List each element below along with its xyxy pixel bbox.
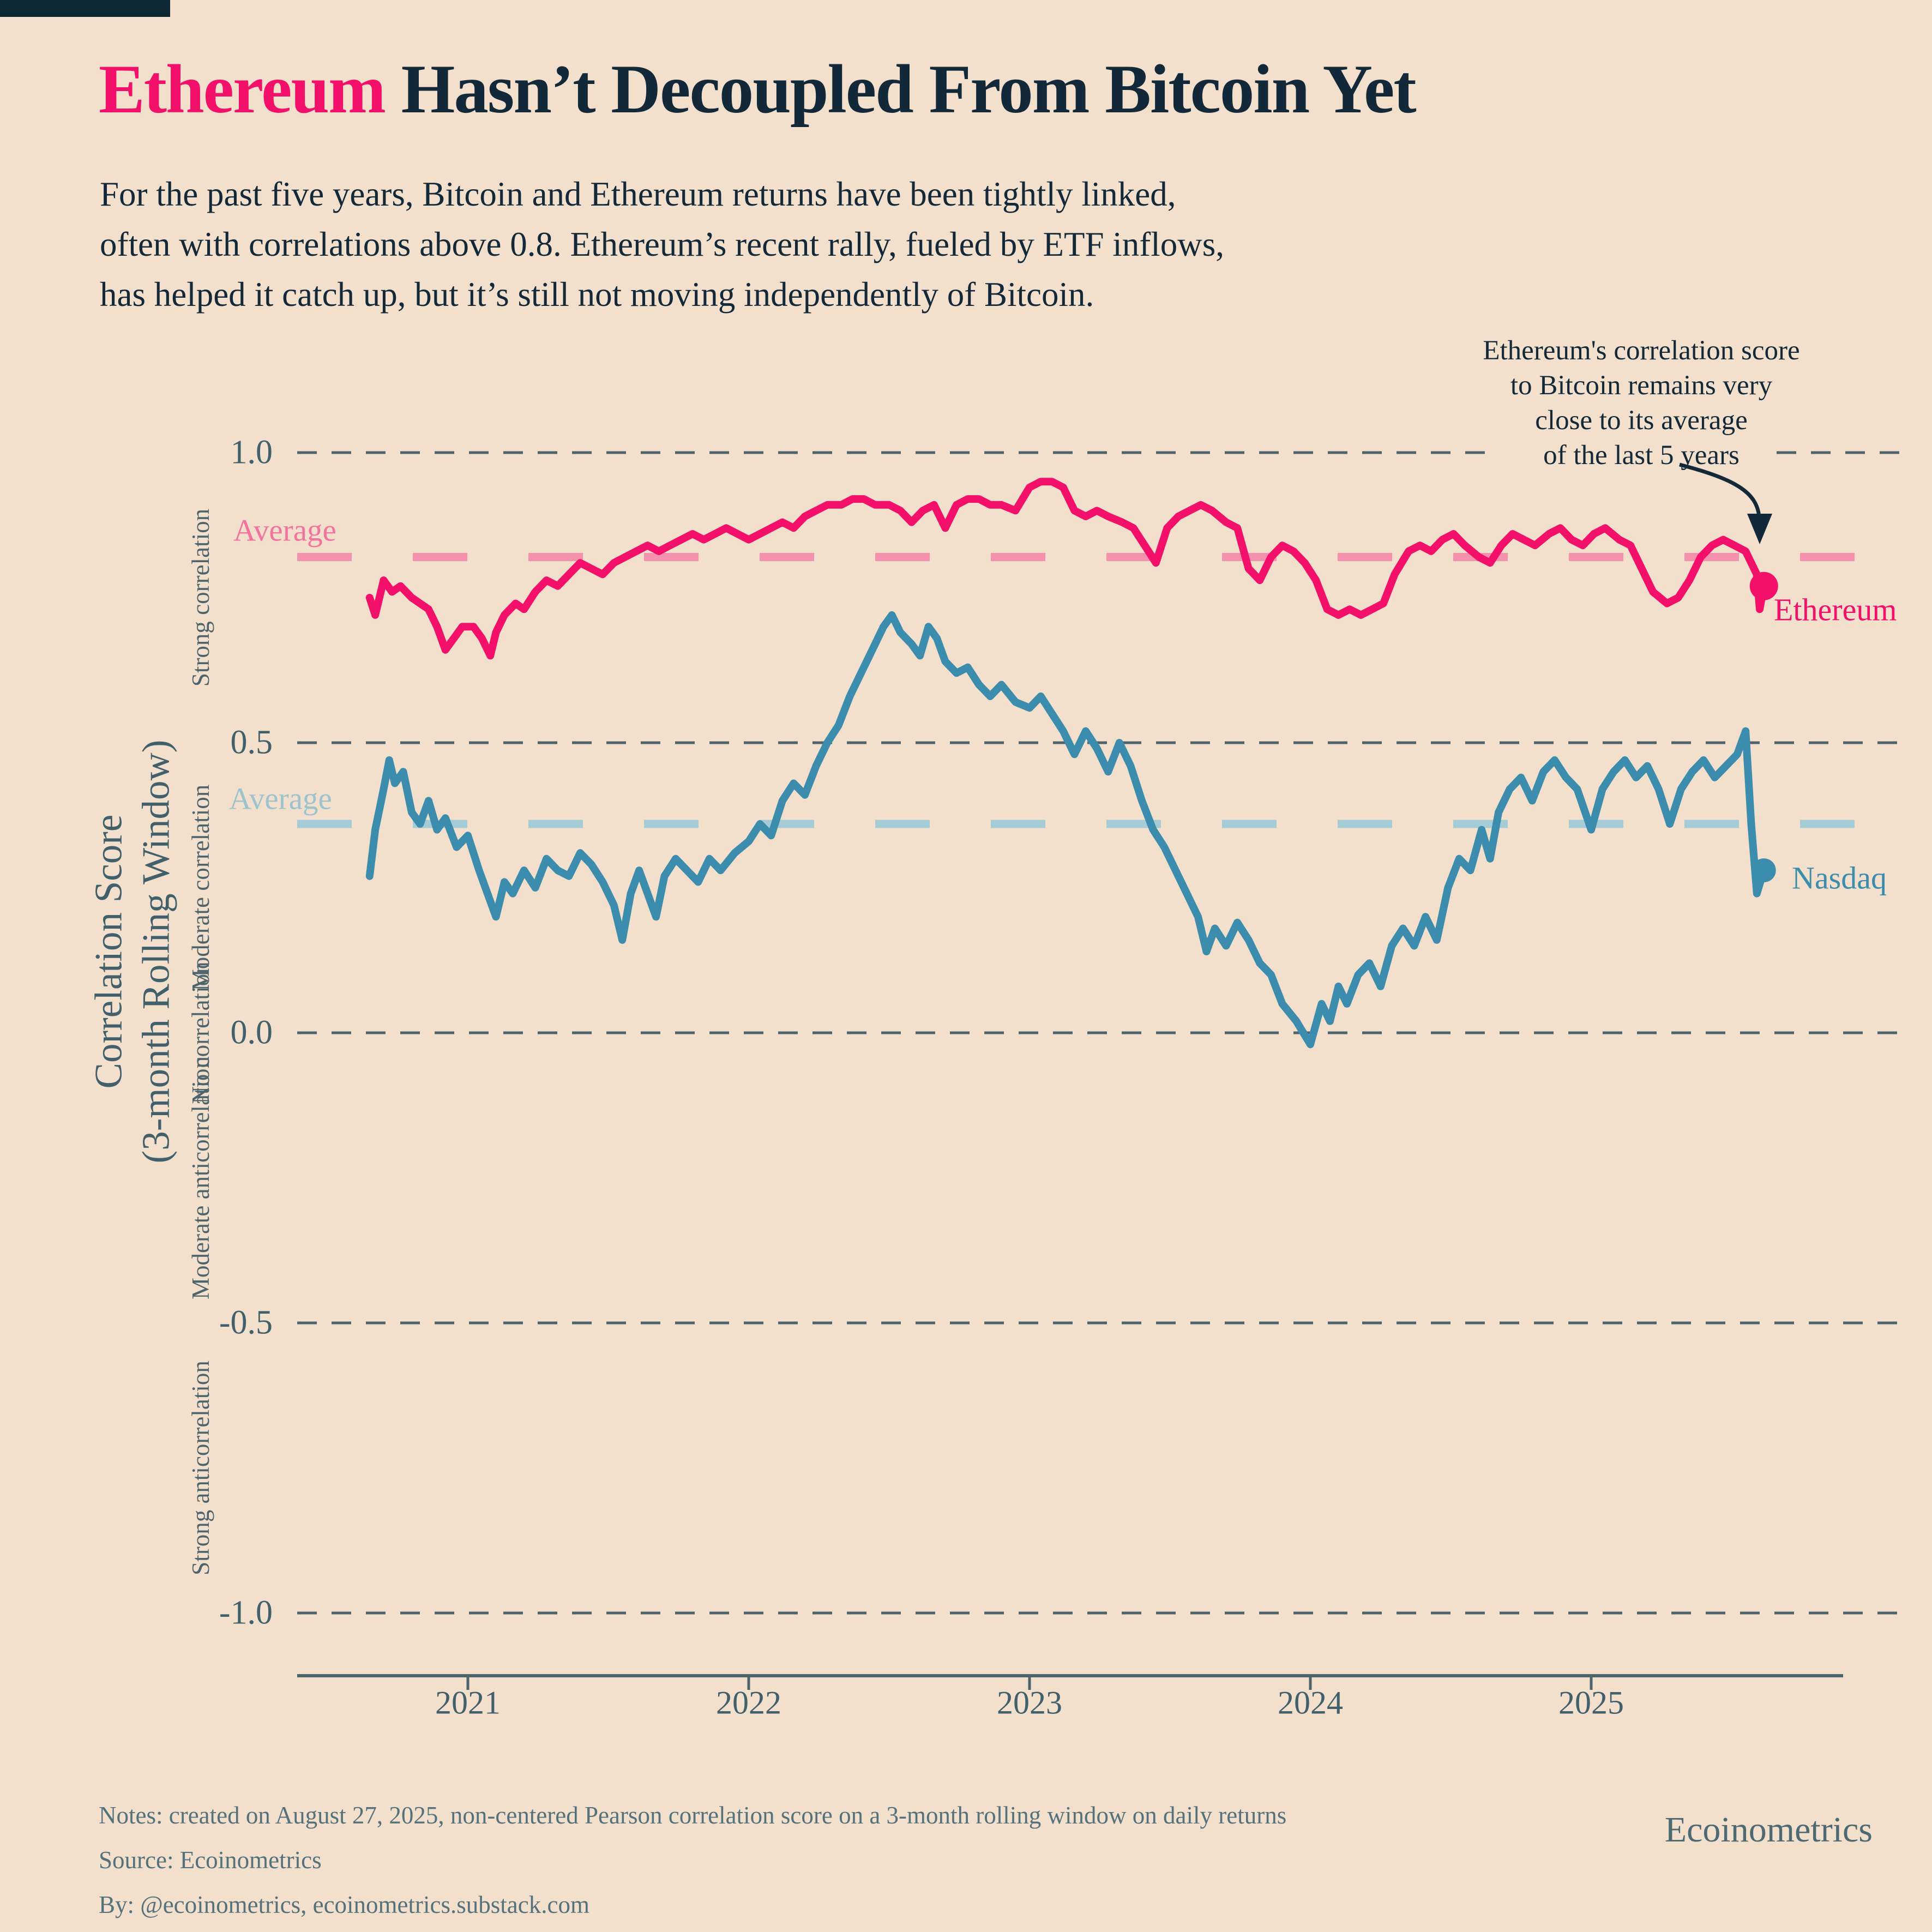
notes-line-2: Source: Ecoinometrics <box>99 1846 322 1874</box>
page-title: Ethereum Hasn’t Decoupled From Bitcoin Y… <box>99 50 1417 129</box>
notes: Notes: created on August 27, 2025, non-c… <box>99 1793 1286 1927</box>
y-axis-title-line-2: (3-month Rolling Window) <box>135 739 178 1164</box>
annotation-line-4: of the last 5 years <box>1543 440 1740 471</box>
annotation-line-3: close to its average <box>1535 405 1748 436</box>
ethereum-series-label: Ethereum <box>1774 592 1897 628</box>
notes-line-3: By: @ecoinometrics, ecoinometrics.substa… <box>99 1891 589 1918</box>
nasdaq-average-label: Average <box>229 781 332 816</box>
y-axis-title-line-1: Correlation Score <box>87 814 130 1089</box>
band-label-moderate-anticorrelation: Moderate anticorrelation <box>187 1056 214 1300</box>
band-label-strong-anticorrelation: Strong anticorrelation <box>187 1361 214 1575</box>
nasdaq-series-label: Nasdaq <box>1792 860 1887 896</box>
page-title-rest: Hasn’t Decoupled From Bitcoin Yet <box>384 51 1417 128</box>
nasdaq-line <box>365 611 1768 1049</box>
annotation-line-2: to Bitcoin remains very <box>1510 370 1773 401</box>
annotation-arrowhead <box>1747 514 1772 544</box>
annotation-arrow <box>1679 462 1761 517</box>
y-tick-0.5: 0.5 <box>230 724 273 761</box>
page-title-highlight: Ethereum <box>99 51 386 128</box>
ethereum-average-label: Average <box>233 513 336 548</box>
notes-line-1: Notes: created on August 27, 2025, non-c… <box>99 1802 1287 1829</box>
subtitle-line-1: For the past five years, Bitcoin and Eth… <box>100 175 1176 213</box>
x-tick-label-2024: 2024 <box>1278 1684 1343 1721</box>
y-tick-1.0: 1.0 <box>230 434 273 471</box>
ethereum-line <box>365 478 1768 660</box>
ethereum-end-dot <box>1749 571 1778 600</box>
band-label-strong-correlation: Strong correlation <box>187 508 214 687</box>
y-tick--1.0: -1.0 <box>219 1594 273 1632</box>
corner-brand-block <box>0 0 170 17</box>
subtitle-line-3: has helped it catch up, but it’s still n… <box>100 275 1094 314</box>
brand-wordmark: Ecoinometrics <box>1664 1810 1873 1850</box>
x-tick-label-2025: 2025 <box>1558 1684 1624 1721</box>
subtitle: For the past five years, Bitcoin and Eth… <box>100 169 1224 320</box>
x-tick-label-2021: 2021 <box>435 1684 501 1721</box>
annotation-callout: Ethereum's correlation score to Bitcoin … <box>1423 333 1859 473</box>
subtitle-line-2: often with correlations above 0.8. Ether… <box>100 225 1225 263</box>
x-tick-label-2022: 2022 <box>716 1684 781 1721</box>
y-tick--0.5: -0.5 <box>219 1304 273 1341</box>
annotation-line-1: Ethereum's correlation score <box>1483 335 1800 366</box>
x-tick-label-2023: 2023 <box>997 1684 1062 1721</box>
y-tick-0.0: 0.0 <box>230 1014 273 1051</box>
nasdaq-end-dot <box>1752 858 1776 883</box>
band-label-moderate-correlation: Moderate correlation <box>187 784 214 991</box>
